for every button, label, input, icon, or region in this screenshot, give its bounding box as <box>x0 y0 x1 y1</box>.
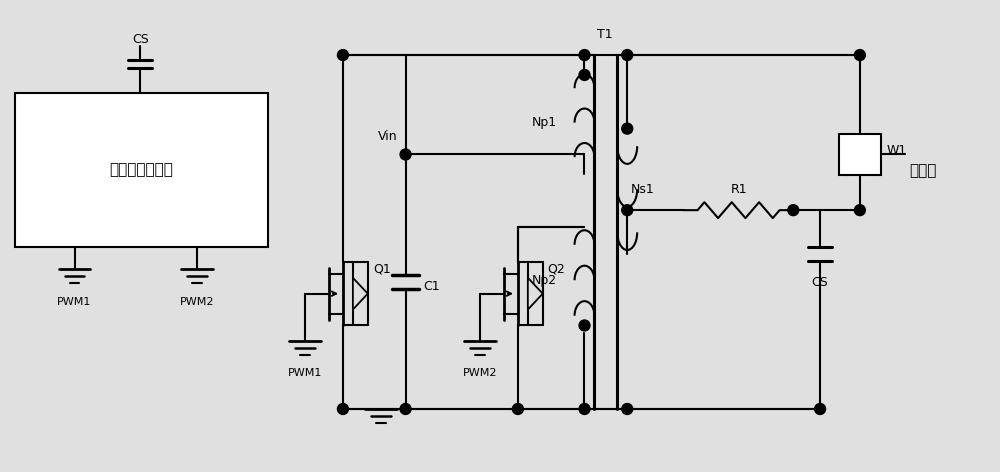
Text: 雾化片: 雾化片 <box>910 163 937 178</box>
Text: T1: T1 <box>597 28 612 41</box>
Text: 开关管控制电路: 开关管控制电路 <box>110 162 174 177</box>
Circle shape <box>579 69 590 80</box>
Text: C1: C1 <box>423 280 440 293</box>
Circle shape <box>337 50 348 60</box>
Circle shape <box>854 205 865 216</box>
Text: R1: R1 <box>730 183 747 196</box>
Circle shape <box>579 320 590 331</box>
Circle shape <box>854 50 865 60</box>
Circle shape <box>400 404 411 414</box>
Circle shape <box>622 50 633 60</box>
Text: PWM1: PWM1 <box>288 368 322 378</box>
Circle shape <box>400 149 411 160</box>
Text: Np2: Np2 <box>532 274 557 287</box>
FancyBboxPatch shape <box>15 93 268 247</box>
Text: Np1: Np1 <box>532 116 557 129</box>
Text: W1: W1 <box>887 144 907 157</box>
Circle shape <box>337 404 348 414</box>
Circle shape <box>579 404 590 414</box>
Circle shape <box>579 50 590 60</box>
FancyBboxPatch shape <box>839 134 881 176</box>
Text: Q2: Q2 <box>548 262 565 275</box>
Circle shape <box>622 205 633 216</box>
Text: PWM1: PWM1 <box>57 296 92 307</box>
Text: Vin: Vin <box>378 129 398 143</box>
Circle shape <box>815 404 826 414</box>
Text: PWM2: PWM2 <box>180 296 214 307</box>
Circle shape <box>622 123 633 134</box>
Text: CS: CS <box>132 33 149 46</box>
Circle shape <box>622 404 633 414</box>
Circle shape <box>512 404 523 414</box>
Text: CS: CS <box>812 276 828 289</box>
Text: PWM2: PWM2 <box>463 368 497 378</box>
Circle shape <box>788 205 799 216</box>
Text: Q1: Q1 <box>373 262 391 275</box>
Text: Ns1: Ns1 <box>631 183 655 196</box>
